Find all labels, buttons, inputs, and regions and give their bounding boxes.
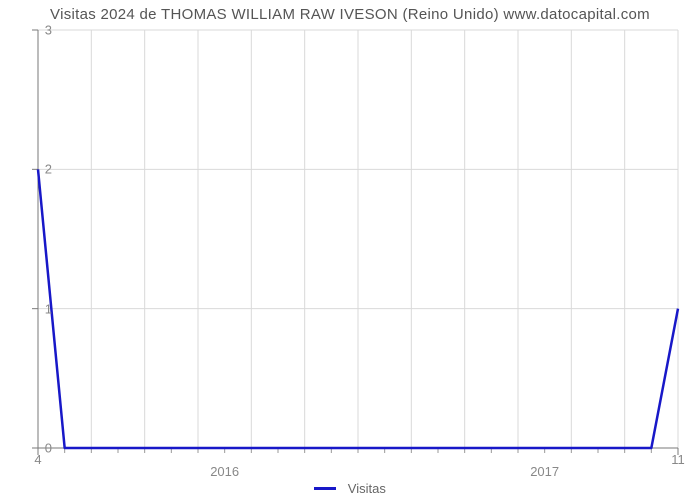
chart-legend: Visitas <box>0 480 700 496</box>
x-end-label: 4 <box>34 452 41 467</box>
x-major-label: 2017 <box>530 464 559 479</box>
chart-svg <box>38 30 678 448</box>
chart-title: Visitas 2024 de THOMAS WILLIAM RAW IVESO… <box>0 6 700 23</box>
legend-swatch <box>314 487 336 490</box>
legend-label: Visitas <box>348 481 386 496</box>
plot-area <box>38 30 678 448</box>
y-tick-label: 3 <box>32 23 52 38</box>
x-major-label: 2016 <box>210 464 239 479</box>
x-end-label: 11 <box>671 452 685 467</box>
y-tick-label: 1 <box>32 301 52 316</box>
visits-chart: Visitas 2024 de THOMAS WILLIAM RAW IVESO… <box>0 0 700 500</box>
y-tick-label: 2 <box>32 162 52 177</box>
